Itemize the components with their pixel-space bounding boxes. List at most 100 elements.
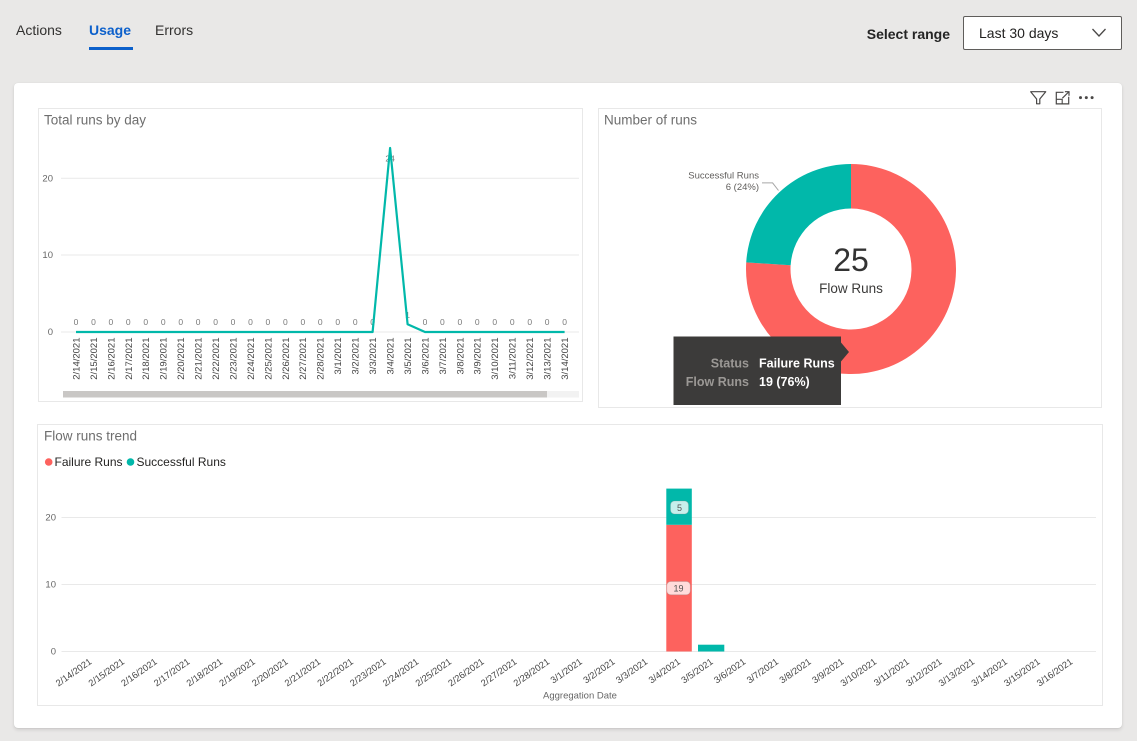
svg-text:3/5/2021: 3/5/2021: [403, 338, 414, 375]
svg-text:Failure Runs: Failure Runs: [54, 455, 122, 469]
svg-text:3/12/2021: 3/12/2021: [525, 337, 536, 379]
svg-text:2/15/2021: 2/15/2021: [86, 656, 126, 688]
svg-text:0: 0: [283, 317, 288, 327]
svg-text:0: 0: [440, 317, 445, 327]
svg-text:2/20/2021: 2/20/2021: [250, 656, 290, 688]
svg-text:2/16/2021: 2/16/2021: [119, 656, 159, 688]
svg-text:0: 0: [545, 317, 550, 327]
svg-text:2/24/2021: 2/24/2021: [246, 338, 257, 380]
svg-text:3/1/2021: 3/1/2021: [333, 338, 344, 375]
svg-text:19 (76%): 19 (76%): [759, 375, 810, 389]
svg-text:2/25/2021: 2/25/2021: [263, 338, 274, 380]
svg-text:3/8/2021: 3/8/2021: [777, 656, 812, 685]
svg-text:0: 0: [231, 317, 236, 327]
svg-text:2/16/2021: 2/16/2021: [106, 338, 117, 380]
svg-text:6 (24%): 6 (24%): [726, 182, 759, 193]
svg-text:2/21/2021: 2/21/2021: [194, 338, 205, 380]
svg-text:0: 0: [492, 317, 497, 327]
svg-text:2/25/2021: 2/25/2021: [413, 656, 453, 688]
svg-text:10: 10: [45, 580, 56, 591]
svg-text:Flow runs trend: Flow runs trend: [44, 429, 137, 444]
svg-text:3/5/2021: 3/5/2021: [679, 656, 714, 685]
svg-text:2/20/2021: 2/20/2021: [176, 338, 187, 380]
svg-text:2/22/2021: 2/22/2021: [211, 338, 222, 380]
svg-text:3/11/2021: 3/11/2021: [508, 337, 519, 379]
svg-text:5: 5: [676, 503, 681, 513]
svg-text:0: 0: [213, 317, 218, 327]
svg-text:2/15/2021: 2/15/2021: [89, 338, 100, 380]
svg-text:Flow Runs: Flow Runs: [686, 375, 749, 389]
svg-text:Failure Runs: Failure Runs: [759, 356, 835, 370]
svg-text:Aggregation Date: Aggregation Date: [543, 691, 617, 702]
svg-text:0: 0: [161, 317, 166, 327]
svg-text:0: 0: [475, 317, 480, 327]
svg-text:2/17/2021: 2/17/2021: [124, 338, 135, 380]
svg-text:3/4/2021: 3/4/2021: [646, 656, 681, 685]
svg-text:3/2/2021: 3/2/2021: [351, 338, 362, 375]
svg-text:3/3/2021: 3/3/2021: [368, 338, 379, 375]
svg-text:0: 0: [248, 317, 253, 327]
svg-text:0: 0: [423, 317, 428, 327]
svg-text:Successful Runs: Successful Runs: [688, 170, 759, 181]
svg-text:Number of runs: Number of runs: [604, 112, 697, 127]
svg-text:0: 0: [50, 647, 55, 658]
svg-text:3/7/2021: 3/7/2021: [438, 338, 449, 375]
svg-text:10: 10: [42, 250, 53, 261]
svg-text:0: 0: [196, 317, 201, 327]
svg-text:3/6/2021: 3/6/2021: [420, 338, 431, 375]
svg-text:Flow Runs: Flow Runs: [819, 281, 883, 296]
svg-text:2/22/2021: 2/22/2021: [315, 656, 355, 688]
svg-text:20: 20: [42, 174, 53, 185]
svg-text:2/18/2021: 2/18/2021: [141, 338, 152, 380]
svg-text:3/6/2021: 3/6/2021: [712, 656, 747, 685]
svg-text:0: 0: [301, 317, 306, 327]
svg-text:3/15/2021: 3/15/2021: [1002, 656, 1042, 688]
svg-text:2/14/2021: 2/14/2021: [53, 656, 93, 688]
svg-text:3/8/2021: 3/8/2021: [455, 338, 466, 375]
svg-text:3/10/2021: 3/10/2021: [490, 338, 501, 380]
svg-text:2/19/2021: 2/19/2021: [217, 656, 257, 688]
svg-text:2/18/2021: 2/18/2021: [184, 656, 224, 688]
svg-text:2/23/2021: 2/23/2021: [228, 338, 239, 380]
svg-text:0: 0: [266, 317, 271, 327]
svg-text:3/9/2021: 3/9/2021: [473, 338, 484, 375]
svg-text:20: 20: [45, 513, 56, 524]
svg-text:3/12/2021: 3/12/2021: [904, 656, 944, 688]
svg-text:3/13/2021: 3/13/2021: [543, 338, 554, 380]
svg-text:0: 0: [143, 317, 148, 327]
svg-text:2/28/2021: 2/28/2021: [316, 338, 327, 380]
svg-text:3/10/2021: 3/10/2021: [838, 656, 878, 688]
svg-text:Successful Runs: Successful Runs: [136, 455, 225, 469]
svg-text:3/14/2021: 3/14/2021: [560, 338, 571, 380]
svg-text:19: 19: [673, 584, 683, 594]
svg-text:Total runs by day: Total runs by day: [44, 113, 146, 128]
svg-text:0: 0: [109, 317, 114, 327]
svg-text:0: 0: [318, 317, 323, 327]
svg-text:0: 0: [510, 317, 515, 327]
svg-text:0: 0: [353, 317, 358, 327]
svg-text:3/3/2021: 3/3/2021: [614, 656, 649, 685]
svg-text:2/23/2021: 2/23/2021: [348, 656, 388, 688]
svg-text:0: 0: [335, 317, 340, 327]
svg-text:0: 0: [562, 317, 567, 327]
svg-text:2/24/2021: 2/24/2021: [380, 656, 420, 688]
svg-text:3/4/2021: 3/4/2021: [386, 338, 397, 375]
svg-text:3/7/2021: 3/7/2021: [744, 656, 779, 685]
svg-text:3/1/2021: 3/1/2021: [548, 656, 583, 685]
svg-text:3/13/2021: 3/13/2021: [936, 656, 976, 688]
svg-text:2/28/2021: 2/28/2021: [511, 656, 551, 688]
svg-text:2/26/2021: 2/26/2021: [446, 656, 486, 688]
svg-text:2/21/2021: 2/21/2021: [282, 656, 322, 688]
svg-text:0: 0: [48, 327, 53, 338]
svg-text:2/14/2021: 2/14/2021: [71, 338, 82, 380]
svg-text:0: 0: [126, 317, 131, 327]
svg-text:0: 0: [178, 317, 183, 327]
svg-text:0: 0: [458, 317, 463, 327]
svg-text:0: 0: [74, 317, 79, 327]
svg-text:3/16/2021: 3/16/2021: [1034, 656, 1074, 688]
svg-text:25: 25: [833, 242, 869, 278]
svg-text:Status: Status: [711, 356, 749, 370]
svg-text:2/27/2021: 2/27/2021: [479, 656, 519, 688]
svg-text:3/14/2021: 3/14/2021: [969, 656, 1009, 688]
svg-text:3/2/2021: 3/2/2021: [581, 656, 616, 685]
